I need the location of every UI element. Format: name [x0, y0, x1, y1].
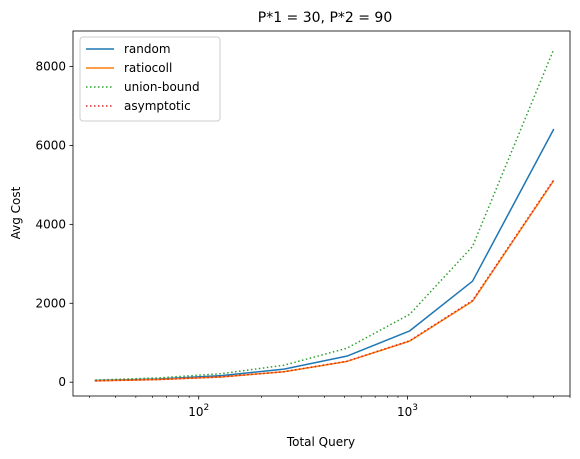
y-tick-label: 4000 — [35, 217, 66, 231]
y-tick-label: 0 — [58, 375, 66, 389]
y-tick-label: 8000 — [35, 60, 66, 74]
series-line-random — [94, 128, 555, 382]
y-axis-label: Avg Cost — [9, 186, 23, 239]
series-line-ratiocoll — [94, 179, 555, 382]
y-tick-label: 2000 — [35, 296, 66, 310]
series-line-asymptotic — [95, 179, 555, 382]
x-tick-label: 103 — [397, 403, 418, 419]
x-axis: 102 103 — [89, 396, 571, 419]
legend-label-ratiocoll: ratiocoll — [124, 61, 172, 75]
plot-lines — [94, 49, 555, 382]
chart-title: P*1 = 30, P*2 = 90 — [258, 10, 393, 26]
legend-label-asymptotic: asymptotic — [124, 99, 191, 113]
legend-box — [79, 36, 221, 122]
y-axis: 0 2000 4000 6000 8000 — [35, 60, 73, 389]
x-tick-label: 102 — [188, 403, 209, 419]
legend-label-union-bound: union-bound — [124, 80, 200, 94]
plot-frame — [72, 30, 571, 397]
legend-label-random: random — [124, 42, 171, 56]
x-axis-label: Total Query — [286, 435, 355, 449]
legend: random ratiocoll union-bound asymptotic — [79, 36, 221, 122]
y-tick-label: 6000 — [35, 138, 66, 152]
series-line-union-bound — [95, 49, 555, 381]
